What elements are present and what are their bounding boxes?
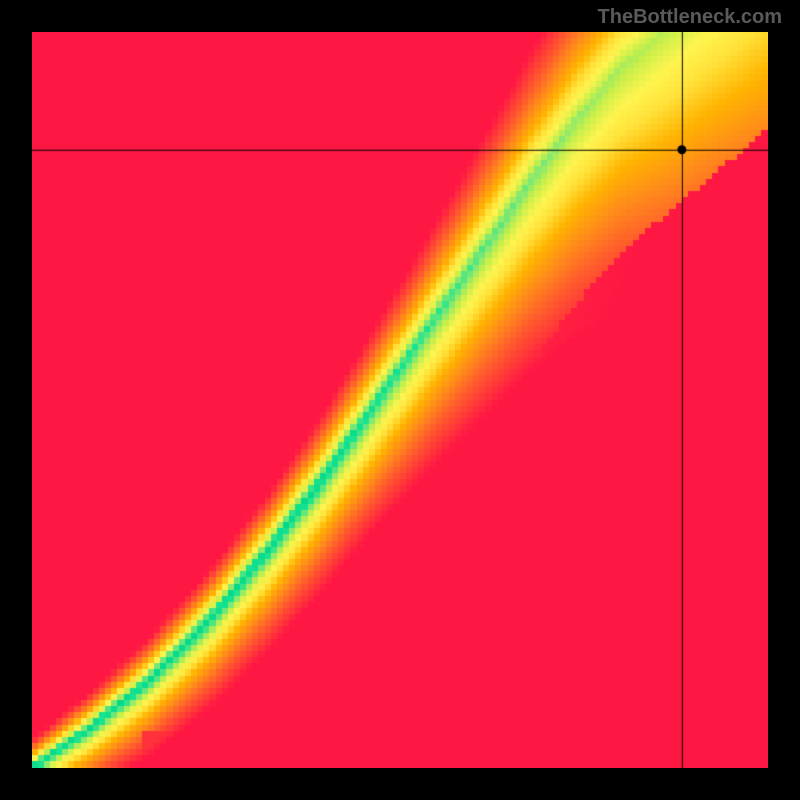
watermark-text: TheBottleneck.com: [598, 6, 782, 29]
heatmap-canvas: [32, 32, 768, 768]
heatmap-chart: [32, 32, 768, 768]
